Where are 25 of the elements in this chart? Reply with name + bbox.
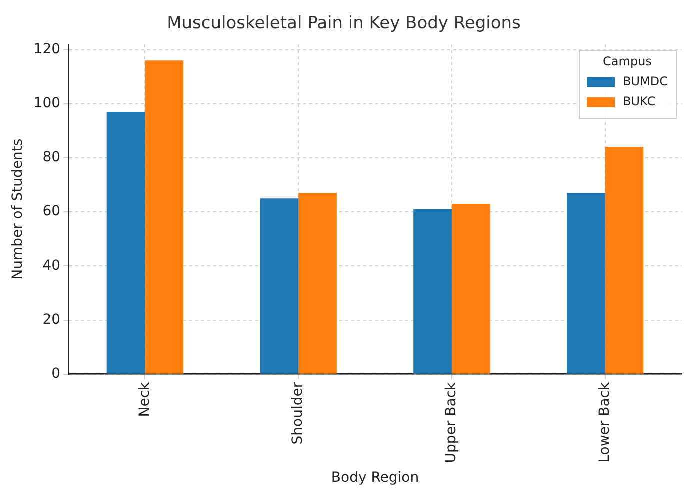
y-tick-label: 120 <box>34 41 61 58</box>
legend-label: BUKC <box>623 94 656 109</box>
x-axis-title: Body Region <box>331 470 420 486</box>
chart-title: Musculoskeletal Pain in Key Body Regions <box>167 14 522 34</box>
bar <box>452 204 490 374</box>
y-tick-label: 100 <box>34 96 61 112</box>
y-tick-label: 40 <box>42 258 61 274</box>
x-tick-label: Upper Back <box>444 381 460 464</box>
bar <box>145 60 184 374</box>
x-tick-label: Neck <box>136 381 153 418</box>
y-axis-title: Number of Students <box>10 138 26 280</box>
y-tick-label: 20 <box>42 312 61 328</box>
bar <box>106 112 146 374</box>
legend-title: Campus <box>603 54 652 69</box>
bar <box>566 193 606 374</box>
y-tick-label: 80 <box>42 150 61 166</box>
bar <box>260 198 299 374</box>
legend-label: BUMDC <box>623 74 668 89</box>
x-tick-label: Shoulder <box>290 382 306 445</box>
bar <box>298 193 337 374</box>
y-tick-label: 0 <box>52 366 61 382</box>
bar <box>605 147 644 374</box>
x-tick-label: Lower Back <box>596 381 613 463</box>
y-tick-label: 60 <box>42 204 61 220</box>
bar <box>414 209 452 374</box>
